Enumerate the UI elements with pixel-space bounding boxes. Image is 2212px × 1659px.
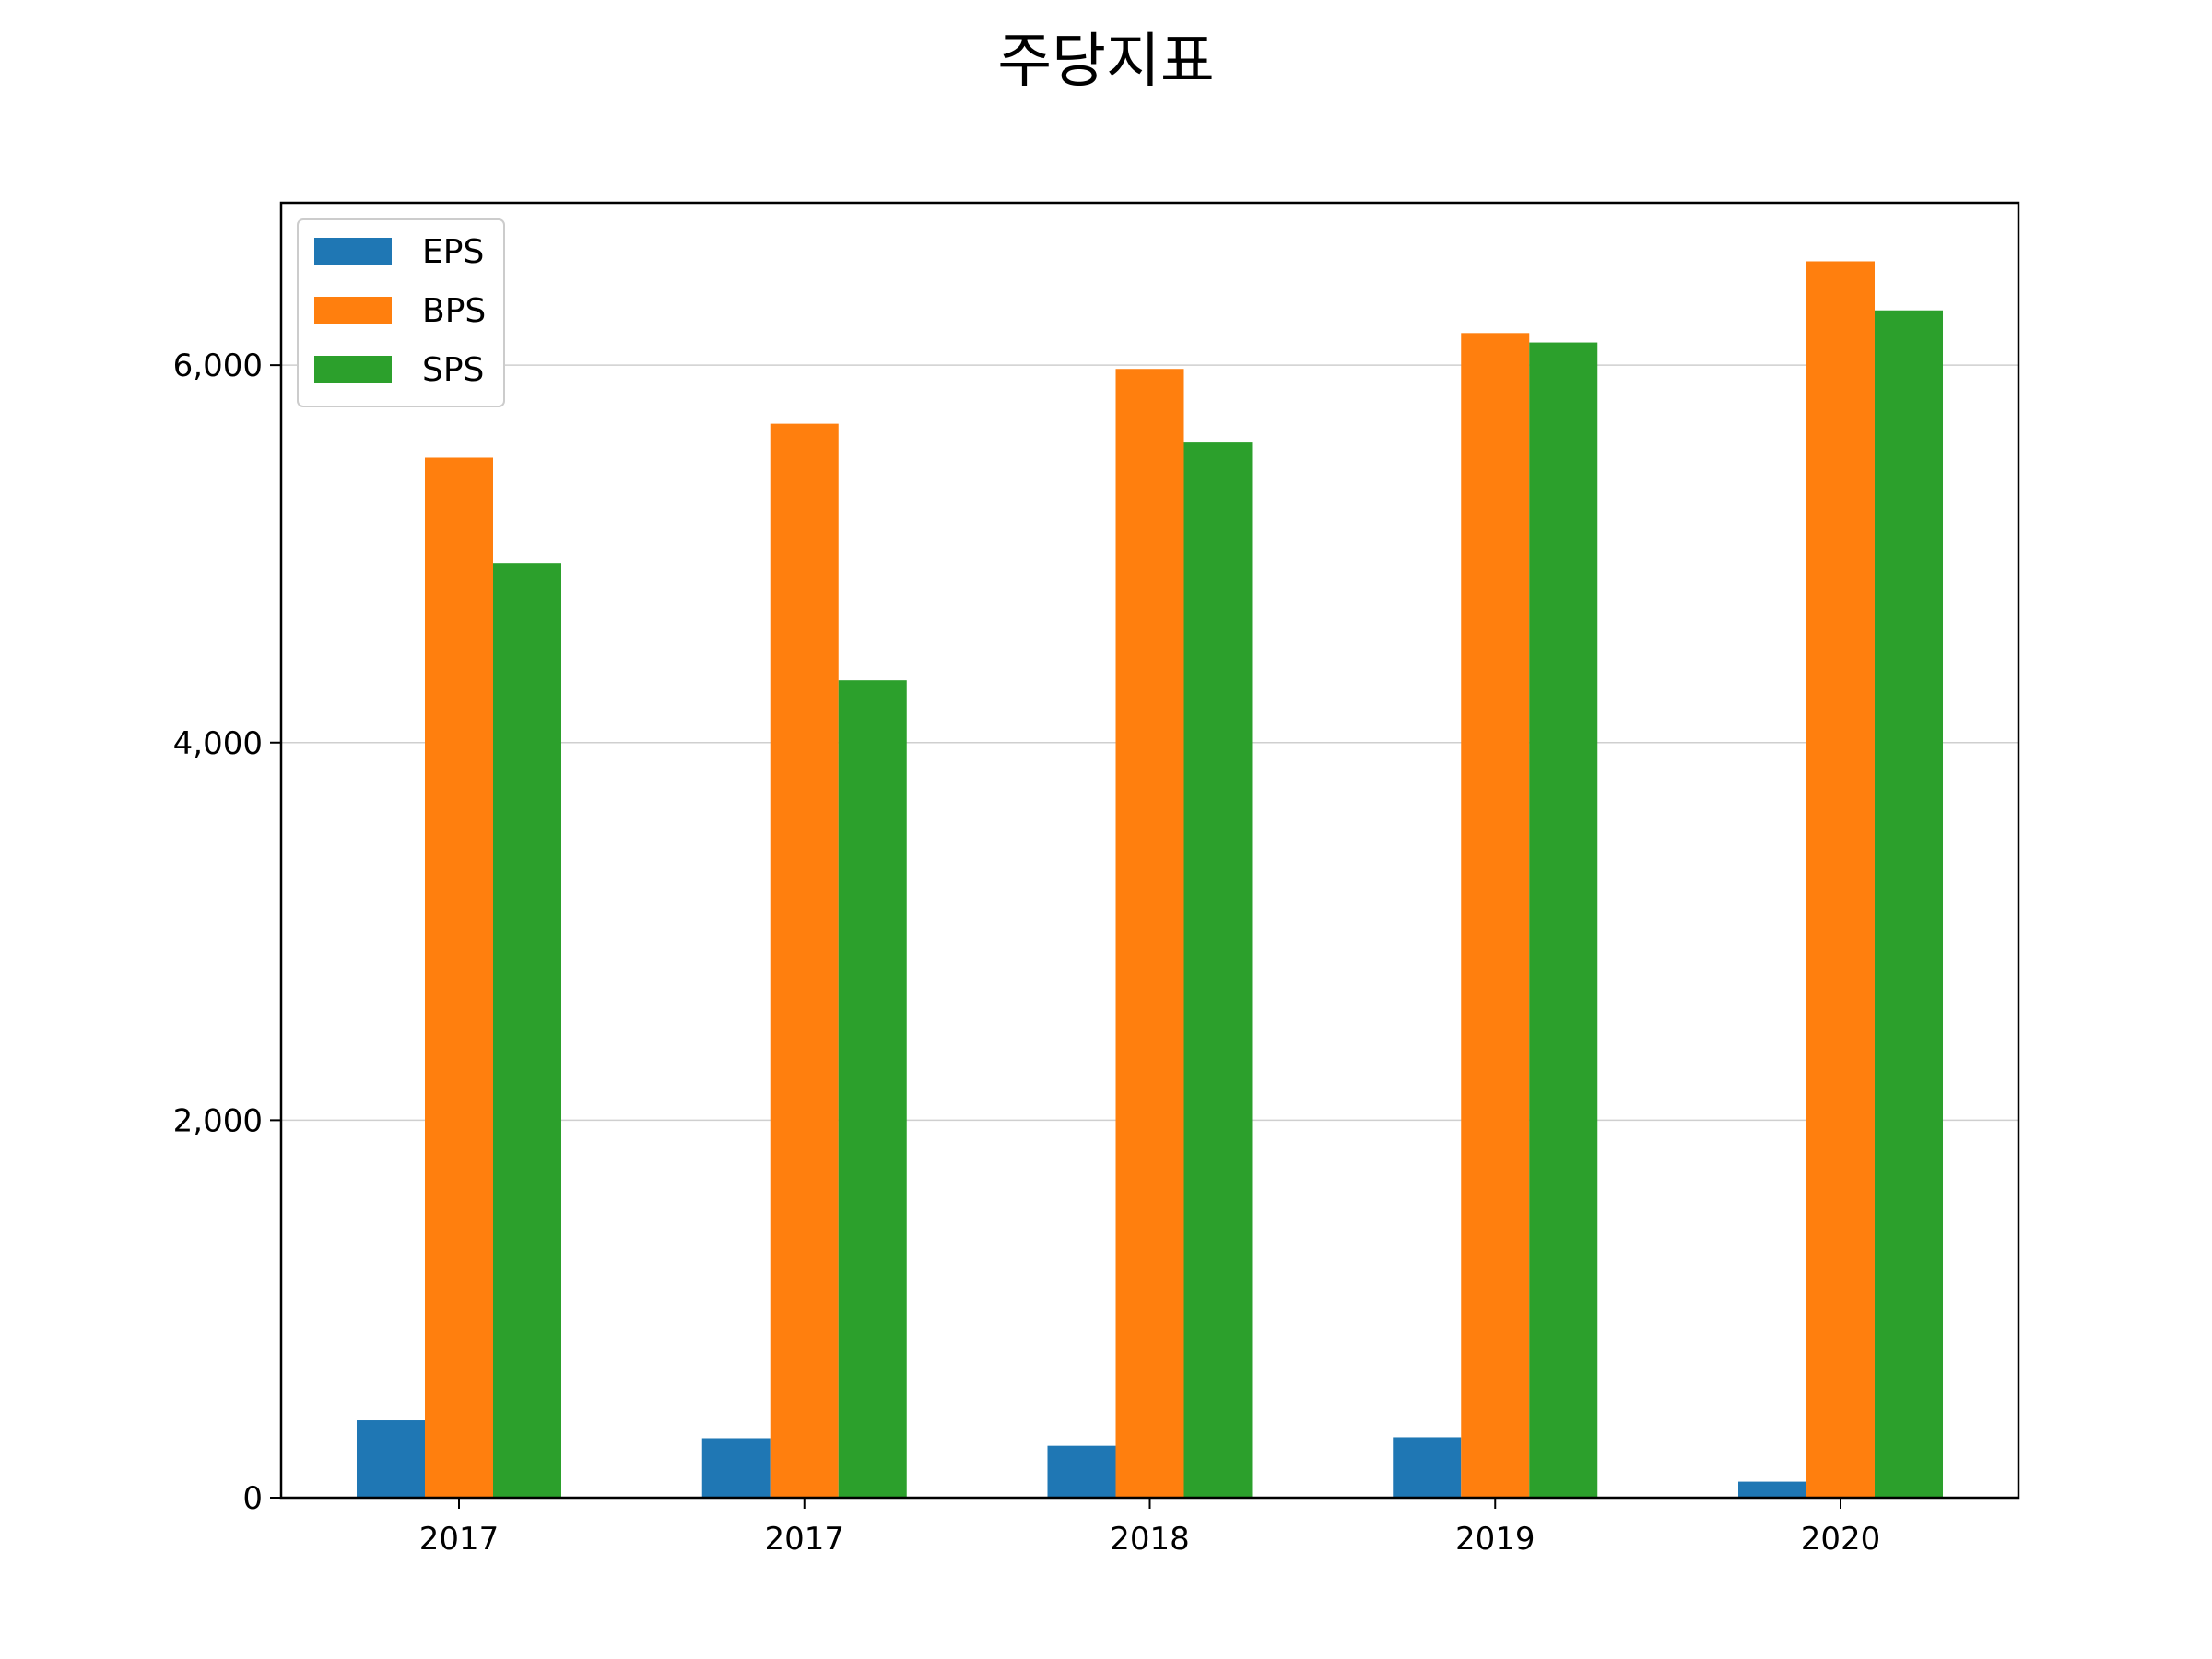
bar-eps-0 xyxy=(356,1420,425,1498)
bar-eps-1 xyxy=(701,1438,771,1498)
bar-bps-2 xyxy=(1115,369,1184,1498)
legend-swatch-bps xyxy=(314,297,392,324)
legend: EPS BPS SPS xyxy=(297,218,505,407)
legend-swatch-eps xyxy=(314,238,392,265)
bar-eps-3 xyxy=(1393,1437,1462,1498)
bar-eps-4 xyxy=(1738,1481,1807,1498)
bar-sps-1 xyxy=(838,680,907,1498)
chart-title: 주당지표 xyxy=(997,28,1215,96)
bar-sps-2 xyxy=(1183,442,1253,1498)
axis-ticks: 0 2,000 4,000 6,000 2017 2017 2018 2019 2020 xyxy=(173,347,1881,1558)
legend-label-bps: BPS xyxy=(422,292,486,330)
x-tick-label-2: 2018 xyxy=(1110,1521,1190,1558)
legend-label-eps: EPS xyxy=(422,233,484,271)
bar-eps-2 xyxy=(1047,1445,1116,1498)
y-tick-label-3: 6,000 xyxy=(173,347,263,384)
x-tick-label-0: 2017 xyxy=(419,1521,500,1558)
y-tick-label-2: 4,000 xyxy=(173,725,263,762)
bar-sps-3 xyxy=(1529,342,1598,1498)
x-tick-label-1: 2017 xyxy=(764,1521,844,1558)
legend-swatch-sps xyxy=(314,356,392,383)
bar-bps-3 xyxy=(1461,333,1530,1499)
y-tick-label-0: 0 xyxy=(242,1480,263,1517)
x-tick-label-4: 2020 xyxy=(1801,1521,1881,1558)
legend-label-sps: SPS xyxy=(422,351,484,389)
bar-bps-0 xyxy=(424,457,493,1499)
bar-sps-4 xyxy=(1875,310,1944,1499)
x-tick-label-3: 2019 xyxy=(1455,1521,1535,1558)
y-tick-label-1: 2,000 xyxy=(173,1102,263,1139)
bar-bps-4 xyxy=(1806,261,1876,1499)
bars xyxy=(356,261,1944,1499)
bar-sps-0 xyxy=(492,563,561,1498)
bar-bps-1 xyxy=(770,423,839,1498)
